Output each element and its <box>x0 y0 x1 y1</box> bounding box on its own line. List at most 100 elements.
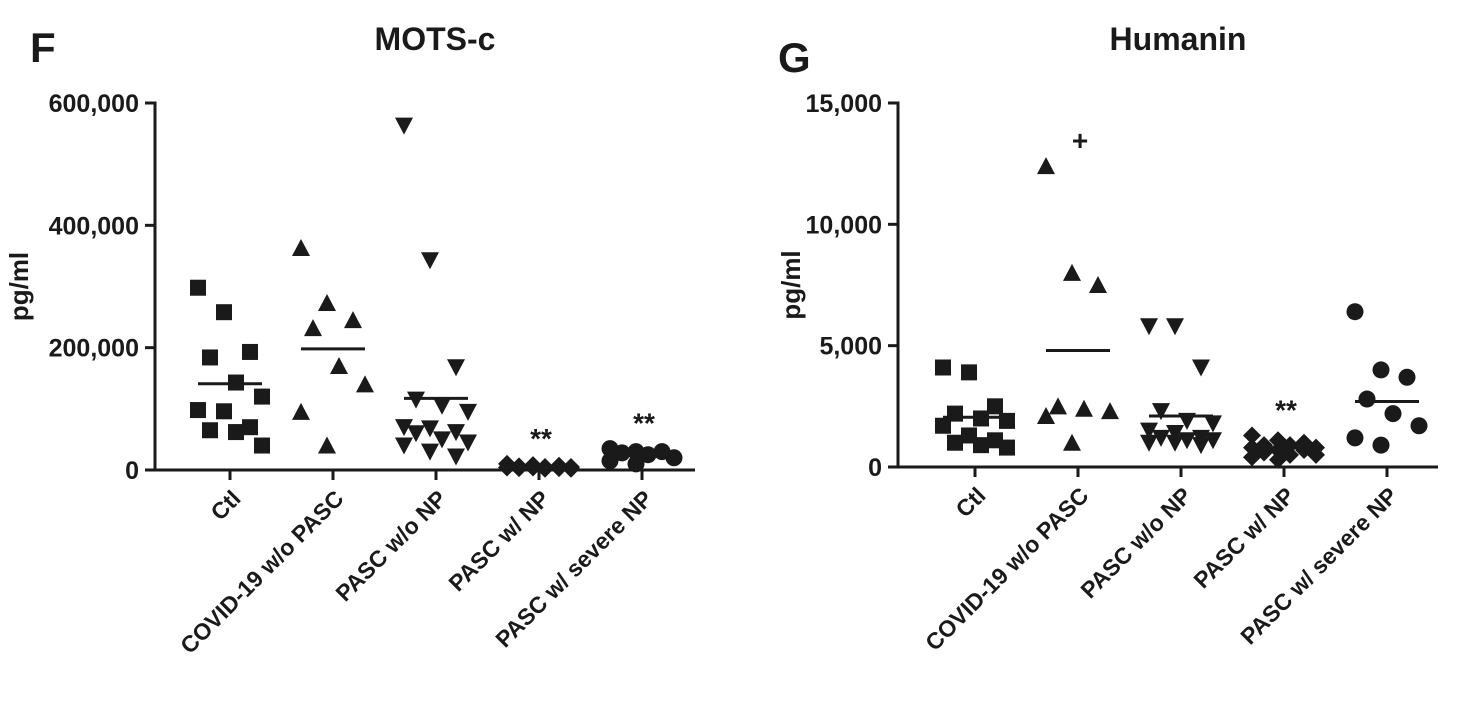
point <box>1243 426 1261 445</box>
point <box>447 448 465 466</box>
point <box>1269 450 1287 469</box>
point <box>421 252 439 270</box>
panel-letter: F <box>30 24 56 71</box>
point <box>1063 433 1081 451</box>
point <box>1192 437 1210 455</box>
point <box>216 304 232 321</box>
annotation: + <box>1072 125 1088 156</box>
point <box>433 397 451 415</box>
point <box>1372 436 1390 454</box>
point <box>407 391 425 409</box>
point <box>330 357 348 375</box>
point <box>395 117 413 135</box>
point <box>242 343 258 360</box>
point <box>1204 415 1222 433</box>
point <box>562 459 580 478</box>
point <box>395 419 413 437</box>
panel-letter: G <box>778 34 811 81</box>
point <box>254 437 270 454</box>
annotation: ** <box>1275 394 1297 425</box>
point <box>1398 368 1416 386</box>
point <box>447 359 465 377</box>
point <box>421 420 439 438</box>
point <box>510 459 528 478</box>
point <box>1166 434 1184 452</box>
annotation: ** <box>530 423 552 454</box>
point <box>1037 407 1055 425</box>
point <box>1346 429 1364 447</box>
point <box>318 294 336 312</box>
x-tick-label: PASC w/o NP <box>1075 482 1196 603</box>
y-axis-label: pg/ml <box>4 252 34 321</box>
point <box>1307 445 1325 464</box>
point <box>1140 318 1158 336</box>
point <box>1166 425 1184 443</box>
point <box>987 398 1003 415</box>
x-tick-label: Ctl <box>205 485 245 525</box>
y-axis-label: pg/ml <box>776 250 806 319</box>
point <box>1152 429 1170 447</box>
point <box>216 403 232 420</box>
point <box>318 436 336 454</box>
point <box>1410 417 1428 435</box>
point <box>947 434 963 451</box>
point <box>459 403 477 421</box>
point <box>1049 397 1067 415</box>
point <box>665 449 683 467</box>
point <box>935 417 951 434</box>
point <box>1384 405 1402 423</box>
point <box>304 319 322 337</box>
point <box>1358 390 1376 408</box>
point <box>433 431 451 449</box>
x-tick-label: Ctl <box>950 482 990 522</box>
point <box>973 437 989 454</box>
y-tick-label: 0 <box>868 454 882 482</box>
point <box>1140 422 1158 440</box>
y-tick-label: 400,000 <box>49 212 139 240</box>
y-tick-label: 5,000 <box>819 333 882 361</box>
point <box>536 459 554 478</box>
point <box>190 279 206 296</box>
point <box>202 349 218 366</box>
x-tick-label: COVID-19 w/o PASC <box>175 485 349 659</box>
y-tick-label: 15,000 <box>806 90 882 118</box>
point <box>447 424 465 442</box>
point <box>190 402 206 419</box>
point <box>999 412 1015 429</box>
x-tick-label: PASC w/ NP <box>443 485 554 596</box>
annotation: ** <box>633 408 655 439</box>
y-tick-label: 0 <box>125 457 139 485</box>
point <box>1243 448 1261 467</box>
point <box>999 439 1015 456</box>
point <box>1166 318 1184 336</box>
point <box>961 364 977 381</box>
point <box>1346 303 1364 321</box>
point <box>407 425 425 443</box>
point <box>421 443 439 461</box>
point <box>601 452 619 470</box>
point <box>292 402 310 420</box>
point <box>1372 361 1390 379</box>
point <box>1089 276 1107 293</box>
x-tick-label: COVID-19 w/o PASC <box>920 482 1094 656</box>
point <box>356 375 374 393</box>
point <box>1204 432 1222 450</box>
point <box>935 359 951 376</box>
point <box>395 437 413 455</box>
chart-title: MOTS-c <box>375 21 496 57</box>
point <box>627 455 645 473</box>
point <box>292 238 310 256</box>
chart-title: Humanin <box>1110 21 1247 57</box>
point <box>1063 263 1081 281</box>
point <box>1037 157 1055 175</box>
point <box>1075 399 1093 417</box>
point <box>202 422 218 439</box>
point <box>1152 403 1170 421</box>
y-tick-label: 600,000 <box>49 90 139 118</box>
x-tick-label: PASC w/o NP <box>330 485 451 606</box>
x-tick-label: PASC w/ NP <box>1188 482 1299 593</box>
point <box>1192 359 1210 377</box>
point <box>344 311 362 329</box>
y-tick-label: 10,000 <box>806 211 882 239</box>
